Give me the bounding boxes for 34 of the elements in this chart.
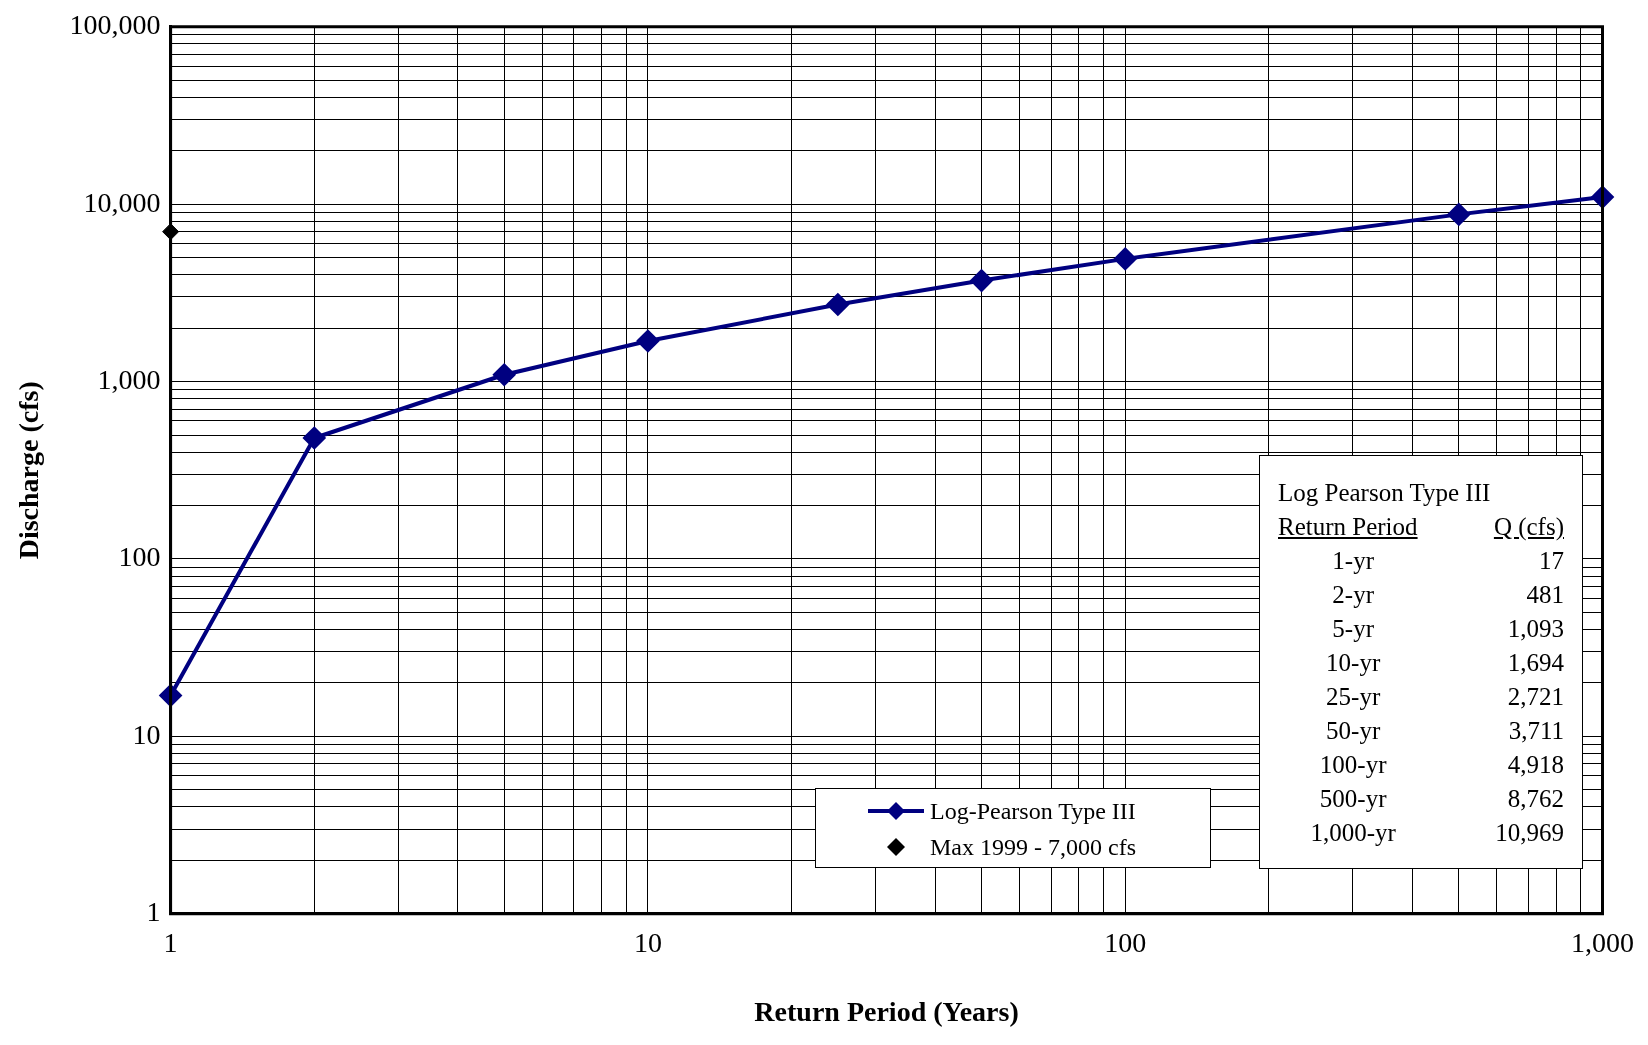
annotation: 1-yr: [1331, 546, 1375, 576]
annotation: 8,762: [1506, 784, 1564, 814]
y-tick-label: 1: [146, 896, 161, 928]
annotation: 1,093: [1506, 614, 1564, 644]
y-tick-label: 10: [132, 718, 161, 750]
annotation: 500-yr: [1318, 784, 1388, 814]
annotation: 100-yr: [1318, 750, 1388, 780]
x-tick-label: 1,000: [1571, 926, 1634, 958]
annotation: 1,694: [1506, 648, 1564, 678]
x-tick-label: 100: [1104, 926, 1147, 958]
annotation: 10,969: [1494, 818, 1564, 848]
y-axis-title: Discharge (cfs): [13, 381, 45, 560]
annotation: 25-yr: [1325, 682, 1382, 712]
annotation: 4,918: [1506, 750, 1564, 780]
annotation: 50-yr: [1325, 716, 1382, 746]
y-tick-label: 10,000: [83, 186, 161, 218]
annotation: Return Period: [1278, 512, 1419, 542]
legend-label: Log-Pearson Type III: [930, 797, 1136, 825]
annotation: 2-yr: [1331, 580, 1375, 610]
annotation: 1,000-yr: [1309, 818, 1397, 848]
y-tick-label: 1,000: [97, 363, 161, 395]
annotation: 10-yr: [1325, 648, 1382, 678]
annotation: 3,711: [1507, 716, 1564, 746]
annotation: 2,721: [1506, 682, 1564, 712]
annotation: Log Pearson Type III: [1278, 478, 1492, 508]
x-axis-title: Return Period (Years): [754, 996, 1019, 1028]
annotation: 17: [1538, 546, 1564, 576]
y-tick-label: 100: [118, 541, 161, 573]
annotation: 5-yr: [1331, 614, 1375, 644]
annotation: 481: [1525, 580, 1564, 610]
annotation: Q (cfs): [1492, 512, 1564, 543]
y-tick-label: 100,000: [69, 9, 161, 41]
legend-label: Max 1999 - 7,000 cfs: [930, 833, 1136, 861]
x-tick-label: 10: [633, 926, 662, 958]
